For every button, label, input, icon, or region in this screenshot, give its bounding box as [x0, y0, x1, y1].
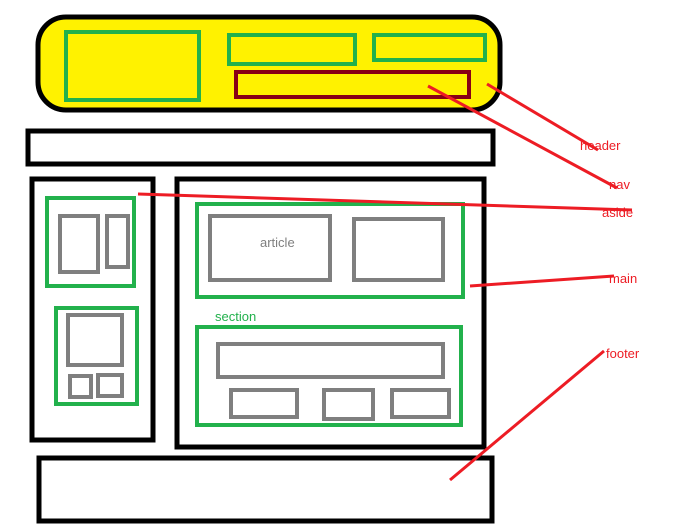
aside-widget-top-item-1: [58, 214, 100, 274]
aside-widget-bottom-item-2: [68, 374, 93, 399]
main-label: main: [609, 271, 637, 286]
header-logo-box: [64, 30, 201, 102]
article-group: [195, 202, 465, 299]
article-box-2: [352, 217, 445, 282]
article-label: article: [260, 235, 295, 250]
section-box: [195, 325, 463, 427]
pointer-lines: [137, 82, 633, 482]
section-item-1: [229, 388, 299, 419]
header-label: header: [580, 138, 621, 153]
nav-pointer: [427, 84, 618, 190]
section-item-wide: [216, 342, 445, 379]
section-label: section: [215, 309, 256, 324]
header-box-right: [372, 33, 487, 62]
main-block: article section: [174, 176, 487, 450]
header-pointer: [486, 82, 599, 152]
nav-label: nav: [609, 177, 630, 192]
header-block: [35, 14, 503, 113]
footer-box: [36, 455, 495, 524]
main-pointer: [469, 274, 615, 288]
aside-widget-bottom-item-3: [96, 373, 124, 398]
nav-strip: [25, 128, 496, 167]
aside-widget-bottom: [54, 306, 139, 406]
footer-label: footer: [606, 346, 640, 361]
main-outline: [174, 176, 487, 450]
article-box: [208, 214, 332, 282]
nav-bar: [234, 70, 471, 99]
footer-pointer: [449, 349, 605, 482]
header-box-middle: [227, 33, 357, 66]
aside-widget-top-item-2: [105, 214, 130, 269]
section-item-2: [322, 388, 375, 421]
aside-widget-top: [45, 196, 136, 288]
aside-block: [29, 176, 156, 443]
aside-label: aside: [602, 205, 633, 220]
aside-outline: [29, 176, 156, 443]
aside-pointer: [137, 192, 633, 212]
aside-widget-bottom-item-1: [66, 313, 124, 367]
section-item-3: [390, 388, 451, 419]
